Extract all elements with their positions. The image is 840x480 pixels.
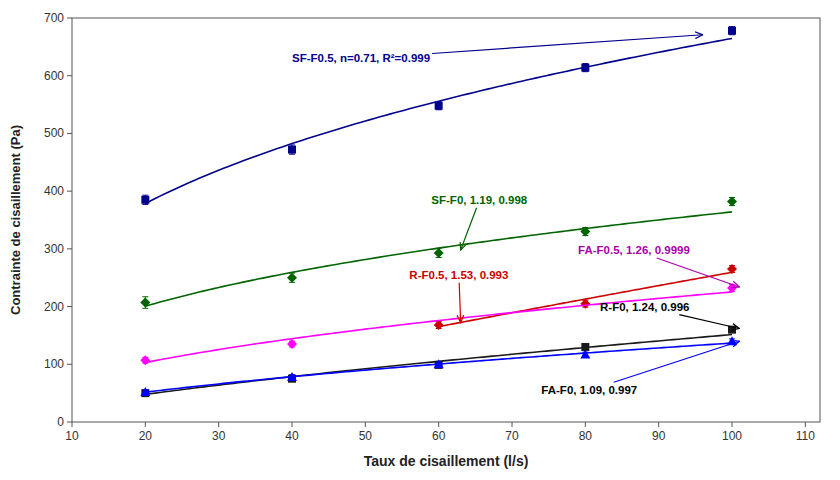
point <box>727 264 737 274</box>
y-tick <box>67 306 72 307</box>
annotation-text: FA-F0, 1.09, 0.997 <box>541 384 637 396</box>
y-tick-label: 300 <box>44 242 64 256</box>
annotation-text: SF-F0, 1.19, 0.998 <box>431 194 527 206</box>
y-tick-label: 500 <box>44 126 64 140</box>
chart: 10 20 30 40 50 60 70 80 90 100 110 0 100 200 300 400 500… <box>0 0 840 480</box>
y-tick <box>67 191 72 192</box>
x-tick <box>585 422 586 427</box>
point <box>727 197 737 207</box>
x-tick-label: 100 <box>722 429 742 443</box>
annotation-arrow <box>459 283 460 323</box>
y-tick-label: 0 <box>57 415 64 429</box>
x-tick <box>658 422 659 427</box>
fit-line <box>145 38 732 203</box>
error-bar-cap <box>142 296 148 297</box>
error-bar <box>142 195 148 204</box>
x-tick-label: 10 <box>65 429 79 443</box>
y-tick <box>67 75 72 76</box>
annotation-arrow <box>614 341 740 382</box>
x-tick-label: 20 <box>139 429 153 443</box>
point <box>434 248 444 258</box>
fit-line <box>145 343 732 392</box>
error-bar <box>289 145 295 154</box>
x-tick <box>218 422 219 427</box>
x-axis-label: Taux de cisaillement (l/s) <box>364 453 529 469</box>
x-tick <box>365 422 366 427</box>
annotations: SF-F0.5, n=0.71, R²=0.999 SF-F0, 1.19, 0.… <box>292 35 739 397</box>
point <box>580 349 590 358</box>
point <box>287 339 297 349</box>
plot-area <box>140 27 737 397</box>
plot-frame <box>72 18 820 422</box>
point <box>580 299 590 309</box>
point <box>140 387 150 396</box>
point <box>140 355 150 365</box>
y-tick <box>67 248 72 249</box>
point <box>140 298 150 308</box>
error-bar <box>582 64 588 72</box>
error-bar-cap <box>142 204 148 205</box>
annotation-arrow <box>432 35 703 54</box>
x-tick <box>512 422 513 427</box>
x-tick-label: 90 <box>652 429 666 443</box>
y-tick <box>67 133 72 134</box>
x-tick-label: 70 <box>505 429 519 443</box>
y-tick-label: 200 <box>44 300 64 314</box>
x-tick-label: 50 <box>359 429 373 443</box>
annotation-text: FA-F0.5, 1.26, 0.9999 <box>578 244 690 256</box>
x-tick <box>72 422 73 427</box>
y-axis-label: Contrainte de cisaillement (Pa) <box>8 125 23 315</box>
error-bar-cap <box>289 154 295 155</box>
y-tick-label: 700 <box>44 11 64 25</box>
point <box>288 146 296 154</box>
error-bar <box>436 102 442 110</box>
y-tick <box>67 364 72 365</box>
x-tick-label: 40 <box>285 429 299 443</box>
error-bar-cap <box>289 144 295 145</box>
error-bar-cap <box>142 308 148 309</box>
x-tick <box>732 422 733 427</box>
point <box>287 372 297 381</box>
x-tick-label: 30 <box>212 429 226 443</box>
point <box>581 64 589 72</box>
x-tick-label: 60 <box>432 429 446 443</box>
x-tick <box>805 422 806 427</box>
x-tick-label: 110 <box>796 429 815 443</box>
fit-line <box>145 212 732 306</box>
y-tick-label: 100 <box>44 357 64 371</box>
y-tick <box>67 422 72 423</box>
annotation-text: R-F0.5, 1.53, 0.993 <box>409 269 508 281</box>
y-tick-label: 600 <box>44 69 64 83</box>
x-tick-label: 80 <box>579 429 593 443</box>
point <box>141 196 149 204</box>
point <box>580 227 590 237</box>
annotation-text: R-F0, 1.24, 0.996 <box>600 301 690 313</box>
x-tick <box>145 422 146 427</box>
annotation-arrow <box>679 315 739 329</box>
point <box>287 273 297 283</box>
fit-line <box>145 292 732 363</box>
point <box>728 27 736 35</box>
fit-line <box>145 335 732 395</box>
annotation-text: SF-F0.5, n=0.71, R²=0.999 <box>292 52 430 64</box>
x-tick <box>292 422 293 427</box>
point <box>435 102 443 110</box>
error-bar <box>729 27 735 35</box>
x-tick <box>438 422 439 427</box>
annotation-arrow <box>461 208 477 250</box>
y-tick <box>67 18 72 19</box>
point <box>434 359 444 368</box>
annotation-arrow <box>657 258 740 287</box>
y-tick-label: 400 <box>44 184 64 198</box>
error-bar-cap <box>142 195 148 196</box>
